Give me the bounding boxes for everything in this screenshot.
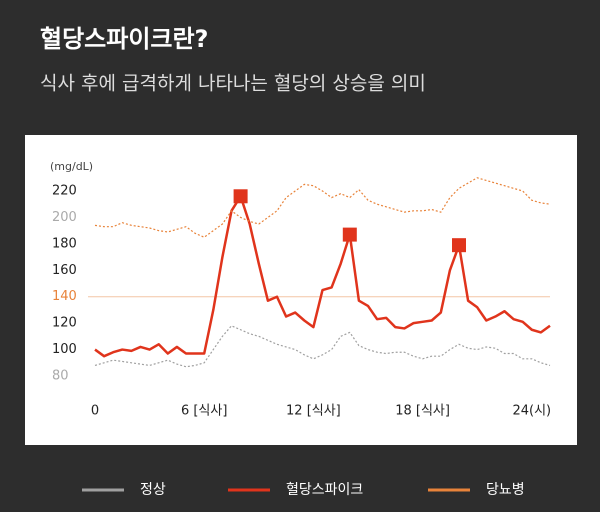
x-tick-label: 0 — [91, 404, 99, 419]
y-tick-label: 120 — [52, 316, 77, 331]
y-tick-label: 80 — [52, 369, 69, 384]
y-tick-label: 140 — [52, 289, 77, 304]
series-line — [94, 195, 551, 358]
peak-marker — [342, 227, 357, 242]
x-tick-label: 6 [식사] — [181, 404, 227, 419]
legend-label: 정상 — [140, 482, 166, 498]
y-tick-label: 100 — [52, 342, 77, 357]
y-tick-label: 160 — [52, 263, 77, 278]
y-tick-label: 220 — [52, 184, 77, 199]
peak-marker — [452, 238, 466, 253]
series-line — [94, 325, 551, 368]
subtitle: 식사 후에 급격하게 나타나는 혈당의 상승을 의미 — [40, 73, 426, 95]
y-tick-label: 180 — [52, 236, 77, 251]
legend-label: 당뇨병 — [486, 482, 525, 498]
series-line — [94, 177, 551, 238]
y-axis-label: (mg/dL) — [50, 160, 93, 173]
peak-marker — [233, 189, 248, 204]
x-tick-label: 12 [식사] — [286, 404, 341, 419]
y-tick-label: 200 — [52, 210, 77, 225]
legend-label: 혈당스파이크 — [286, 482, 363, 498]
title: 혈당스파이크란? — [40, 25, 208, 53]
chart-panel — [25, 135, 577, 445]
x-tick-label: 18 [식사] — [395, 404, 450, 419]
x-tick-label: 24(시) — [512, 404, 551, 419]
